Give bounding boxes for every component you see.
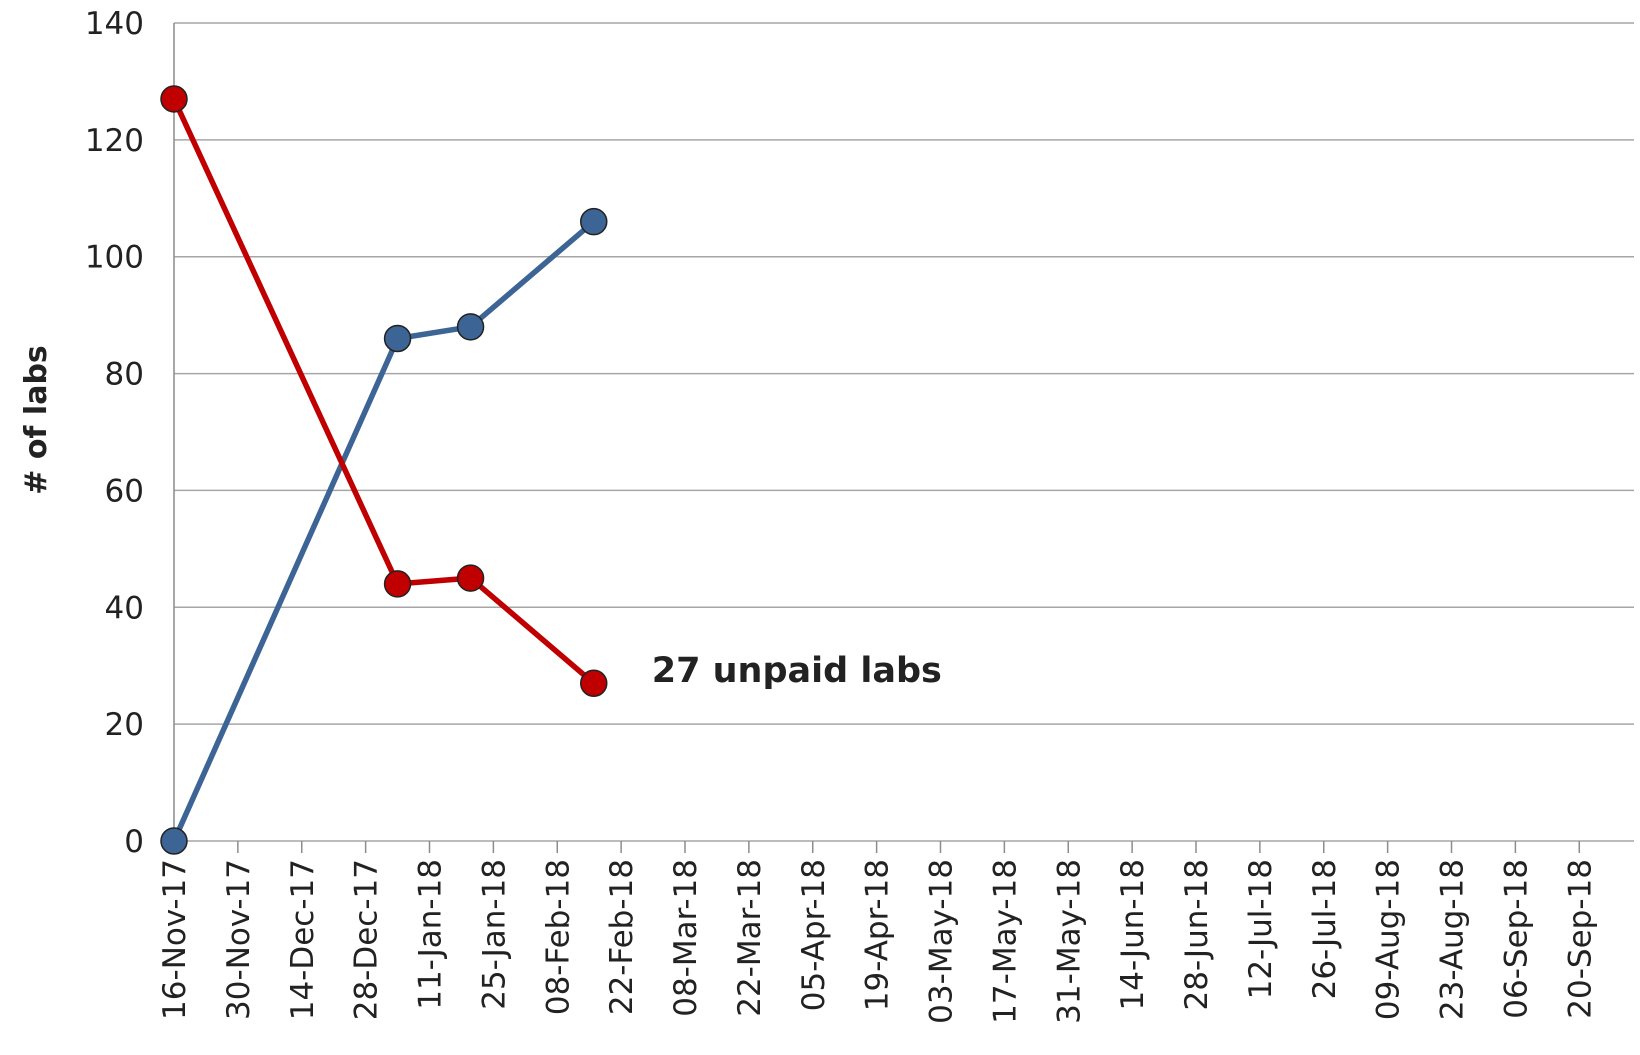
x-tick-label: 11-Jan-18 (413, 859, 449, 1010)
series-line (171, 97, 596, 686)
y-tick-label: 40 (105, 590, 144, 626)
y-tick-label: 0 (124, 824, 144, 860)
y-tick-label: 80 (105, 357, 144, 393)
x-tick-label: 23-Aug-18 (1435, 859, 1471, 1020)
marker (383, 324, 412, 353)
x-tick-label: 30-Nov-17 (221, 859, 257, 1020)
x-tick-label: 28-Jun-18 (1179, 859, 1215, 1010)
y-axis-label: # of labs (19, 345, 54, 495)
x-tick-label: 25-Jan-18 (476, 859, 512, 1010)
x-tick-label: 14-Jun-18 (1115, 859, 1151, 1010)
x-tick-label: 08-Mar-18 (668, 859, 704, 1017)
x-tick-label: 22-Feb-18 (604, 859, 640, 1015)
x-tick-label: 16-Nov-17 (157, 859, 193, 1020)
x-tick-label: 26-Jul-18 (1307, 859, 1343, 999)
x-tick-label: 05-Apr-18 (796, 859, 832, 1011)
annotation: 27 unpaid labs (652, 651, 942, 691)
x-tick-label: 09-Aug-18 (1371, 859, 1407, 1020)
x-tick-label: 28-Dec-17 (349, 859, 385, 1020)
series-line (171, 219, 596, 843)
marker (580, 669, 608, 697)
x-tick-label: 31-May-18 (1051, 859, 1087, 1024)
marker (160, 827, 188, 855)
y-tick-label: 60 (105, 473, 144, 509)
x-tick-label: 17-May-18 (987, 859, 1023, 1024)
marker (580, 207, 608, 236)
x-tick-label: 19-Apr-18 (860, 859, 896, 1011)
x-tick-label: 14-Dec-17 (285, 859, 321, 1020)
x-tick-label: 08-Feb-18 (540, 859, 576, 1015)
marker (160, 85, 188, 113)
y-tick-label: 120 (85, 123, 144, 159)
x-tick-label: 03-May-18 (924, 859, 960, 1024)
x-tick-label: 06-Sep-18 (1498, 859, 1534, 1019)
y-tick-label: 20 (105, 707, 144, 743)
x-tick-label: 22-Mar-18 (732, 859, 768, 1017)
x-tick-label: 12-Jul-18 (1243, 859, 1279, 999)
x-tick-label: 20-Sep-18 (1562, 859, 1598, 1019)
marker (456, 564, 485, 592)
y-tick-label: 140 (85, 6, 144, 42)
marker (383, 570, 412, 598)
marker (456, 313, 485, 341)
y-tick-label: 100 (85, 240, 144, 276)
